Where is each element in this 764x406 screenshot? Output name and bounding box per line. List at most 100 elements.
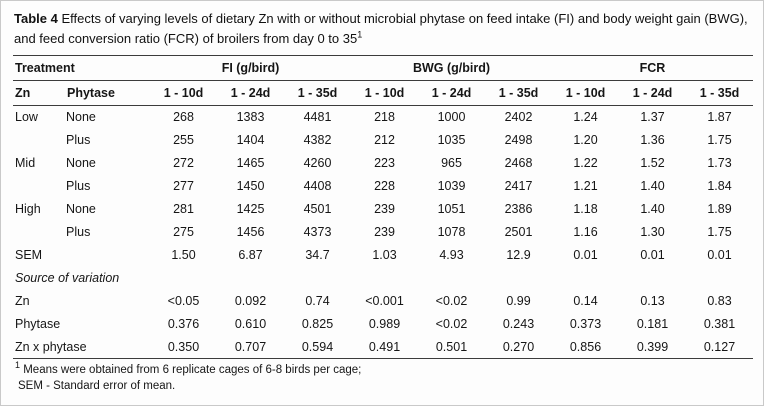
value-cell: 218 — [374, 110, 395, 125]
caption-label: Table 4 — [14, 11, 58, 26]
value-cell: 0.399 — [636, 339, 669, 354]
row-label-phytase — [65, 290, 150, 313]
caption-text: Effects of varying levels of dietary Zn … — [14, 11, 748, 46]
value-cell: 2468 — [504, 156, 533, 170]
value-cell: 34.7 — [305, 248, 330, 262]
value-cell: 1.16 — [573, 225, 598, 239]
row-label-phytase — [65, 244, 150, 267]
value-cell: 0.127 — [703, 339, 736, 354]
value-cell: 1.24 — [573, 110, 598, 125]
row-label-zn: Low — [15, 110, 38, 125]
period-header: 1 - 24d — [217, 80, 284, 106]
group-header-fcr: FCR — [552, 55, 753, 81]
value-cell: 1.36 — [640, 133, 665, 147]
value-cell: 0.501 — [435, 339, 468, 354]
value-cell: 0.092 — [234, 294, 267, 308]
value-cell: 1.75 — [707, 225, 732, 239]
caption-superscript: 1 — [357, 29, 363, 40]
value-cell: 4382 — [303, 133, 332, 147]
row-label-zn: Zn — [15, 294, 30, 308]
value-cell: 1051 — [437, 202, 466, 216]
value-cell: 1.87 — [707, 110, 732, 125]
table-row: SEM 1.50 6.87 34.7 1.03 4.93 12.9 0.01 0.01 0.01 — [13, 244, 753, 267]
value-cell: 1039 — [437, 179, 466, 193]
value-cell: 4260 — [303, 156, 332, 170]
table-row: Zn x phytase 0.350 0.707 0.594 0.491 0.501 0.2… — [13, 336, 753, 359]
value-cell: 0.373 — [569, 317, 602, 331]
value-cell: 239 — [374, 202, 395, 216]
treatment-header: Treatment — [13, 55, 150, 81]
table-row: Plus 275 1456 4373 239 1078 2501 1.16 1.30 1.75 — [13, 221, 753, 244]
row-label-zn — [13, 175, 65, 198]
table-row: High None 281 1425 4501 239 1051 2386 1.18 1.40 1.… — [13, 198, 753, 221]
table-caption: Table 4 Effects of varying levels of die… — [14, 9, 751, 48]
value-cell: 1.84 — [707, 179, 732, 193]
subheader-row: Zn Phytase 1 - 10d 1 - 24d 1 - 35d 1 - 1… — [13, 80, 753, 106]
row-label-phytase: Plus — [66, 179, 91, 193]
value-cell: 268 — [173, 110, 194, 125]
value-cell: 228 — [374, 179, 395, 193]
table-row: Plus 277 1450 4408 228 1039 2417 1.21 1.40 1.84 — [13, 175, 753, 198]
value-cell: 0.13 — [640, 294, 665, 308]
value-cell: 1.03 — [372, 248, 397, 262]
table-body: Low None 268 1383 4481 218 1000 2402 1.24 1.37 1.8… — [13, 106, 753, 359]
value-cell: 1.30 — [640, 225, 665, 239]
value-cell: 2386 — [504, 202, 533, 216]
footnote-1: 1 Means were obtained from 6 replicate c… — [15, 360, 751, 379]
value-cell: 1.75 — [707, 133, 732, 147]
value-cell: 1035 — [437, 133, 466, 147]
value-cell: 1450 — [236, 179, 265, 193]
value-cell: 277 — [173, 179, 194, 193]
phytase-column-header: Phytase — [65, 80, 150, 106]
table-row: Mid None 272 1465 4260 223 965 2468 1.22 1.52 1.73 — [13, 152, 753, 175]
row-label-phytase: None — [66, 202, 96, 216]
group-header-row: Treatment FI (g/bird) BWG (g/bird) FCR — [13, 55, 753, 81]
value-cell: 1.22 — [573, 156, 598, 170]
value-cell: 6.87 — [238, 248, 263, 262]
value-cell: 0.181 — [636, 317, 669, 331]
value-cell: 1465 — [236, 156, 265, 170]
value-cell: <0.001 — [365, 294, 404, 308]
value-cell: 1.18 — [573, 202, 598, 216]
row-label-phytase — [65, 313, 150, 336]
results-table: Treatment FI (g/bird) BWG (g/bird) FCR Z… — [13, 55, 753, 359]
value-cell: 0.99 — [506, 294, 531, 308]
period-header: 1 - 24d — [418, 80, 485, 106]
value-cell: 1.50 — [171, 248, 196, 262]
table-row: Phytase 0.376 0.610 0.825 0.989 <0.02 0.243 0.3… — [13, 313, 753, 336]
value-cell: 0.83 — [707, 294, 732, 308]
value-cell: 1000 — [437, 110, 466, 125]
group-header-bwg: BWG (g/bird) — [351, 55, 552, 81]
value-cell: 2402 — [504, 110, 533, 125]
value-cell: 0.825 — [301, 317, 334, 331]
group-header-fi: FI (g/bird) — [150, 55, 351, 81]
value-cell: 12.9 — [506, 248, 531, 262]
period-header: 1 - 10d — [150, 80, 217, 106]
value-cell: 0.594 — [301, 339, 334, 354]
period-header: 1 - 35d — [686, 80, 753, 106]
table-header: Treatment FI (g/bird) BWG (g/bird) FCR Z… — [13, 55, 753, 106]
value-cell: 1.73 — [707, 156, 732, 170]
value-cell: 1.40 — [640, 202, 665, 216]
row-label-phytase: None — [66, 156, 96, 170]
value-cell: 0.01 — [707, 248, 732, 262]
value-cell: 212 — [374, 133, 395, 147]
value-cell: 239 — [374, 225, 395, 239]
table-row: Low None 268 1383 4481 218 1000 2402 1.24 1.37 1.8… — [13, 106, 753, 129]
footnote-superscript: 1 — [15, 360, 21, 371]
value-cell: 0.989 — [368, 317, 401, 331]
footnote-1-text: Means were obtained from 6 replicate cag… — [23, 364, 362, 376]
row-label-zn — [13, 221, 65, 244]
row-label-phytase: Plus — [66, 133, 91, 147]
value-cell: 0.01 — [573, 248, 598, 262]
value-cell: 0.01 — [640, 248, 665, 262]
value-cell: 965 — [441, 156, 462, 170]
row-label-zn — [13, 129, 65, 152]
value-cell: 4408 — [303, 179, 332, 193]
value-cell: 1.20 — [573, 133, 598, 147]
value-cell: 0.610 — [234, 317, 267, 331]
period-header: 1 - 24d — [619, 80, 686, 106]
value-cell: 1425 — [236, 202, 265, 216]
value-cell: 0.381 — [703, 317, 736, 331]
